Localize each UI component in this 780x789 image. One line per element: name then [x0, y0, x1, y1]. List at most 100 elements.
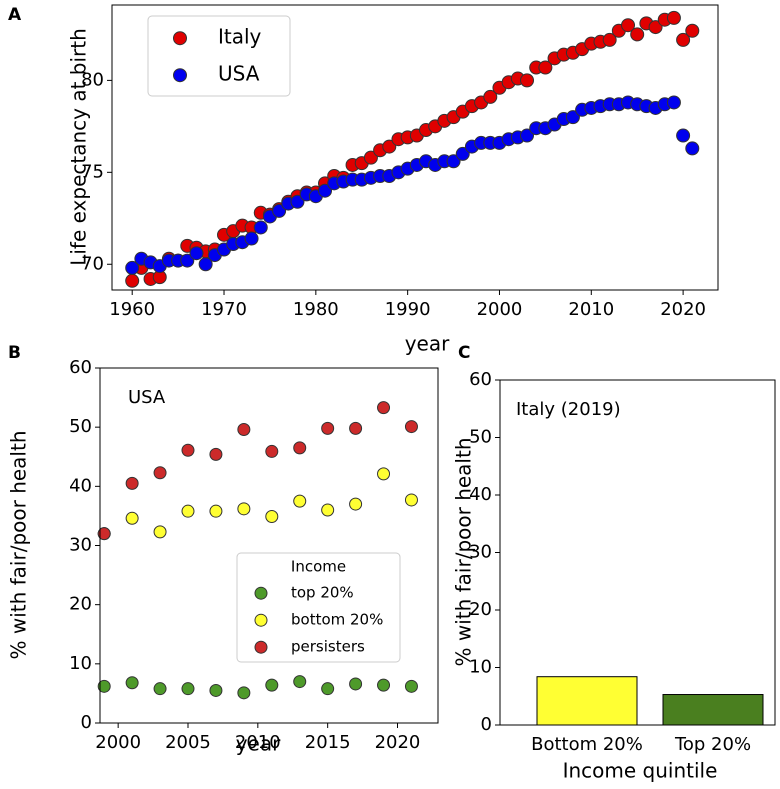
point — [272, 203, 287, 218]
point — [244, 231, 259, 246]
point — [237, 502, 251, 516]
point — [290, 194, 305, 209]
x-tick-label: 2005 — [165, 732, 211, 753]
x-tick-label: 2010 — [235, 732, 281, 753]
point — [153, 466, 167, 480]
legend-marker — [173, 31, 187, 46]
legend-label: Italy — [218, 25, 262, 49]
y-tick-label: 75 — [81, 161, 104, 182]
x-axis-label: year — [405, 332, 450, 356]
x-tick-label: Top 20% — [674, 734, 751, 755]
axes-frame — [499, 379, 776, 726]
y-tick-label: 30 — [469, 542, 492, 563]
y-tick-label: 0 — [81, 712, 92, 733]
y-tick-label: 40 — [69, 475, 92, 496]
y-tick-label: 60 — [69, 357, 92, 378]
point — [377, 401, 391, 415]
point — [125, 476, 139, 490]
panel-label: A — [8, 5, 22, 25]
point — [321, 421, 335, 435]
panel-label: B — [8, 343, 21, 363]
y-tick-label: 0 — [481, 714, 492, 735]
axes-frame — [99, 367, 439, 724]
point — [293, 441, 307, 455]
legend-label: bottom 20% — [291, 611, 383, 629]
y-tick-label: 40 — [469, 484, 492, 505]
y-tick-label: 10 — [469, 657, 492, 678]
point — [265, 678, 279, 692]
x-tick-label: 2015 — [305, 732, 351, 753]
point — [377, 678, 391, 692]
point — [676, 128, 691, 143]
point — [97, 679, 111, 693]
point — [198, 257, 213, 272]
y-axis-label: % with fair/poor health — [7, 430, 31, 659]
panel-label: C — [458, 343, 470, 363]
point — [125, 273, 140, 288]
y-tick-label: 50 — [69, 416, 92, 437]
legend-marker — [173, 68, 187, 83]
point — [293, 494, 307, 508]
bar — [662, 694, 764, 726]
point — [125, 676, 139, 690]
point — [349, 497, 363, 511]
x-tick-label: 1990 — [385, 299, 431, 320]
point — [153, 525, 167, 539]
point — [483, 89, 498, 104]
point — [621, 18, 636, 33]
y-tick-label: 20 — [69, 594, 92, 615]
y-tick-label: 60 — [469, 369, 492, 390]
point — [189, 246, 204, 261]
point — [520, 128, 535, 143]
point — [97, 527, 111, 541]
point — [209, 504, 223, 518]
point — [153, 682, 167, 696]
x-tick-label: 1970 — [201, 299, 247, 320]
y-axis-label: Life expectancy at birth — [67, 28, 91, 266]
legend-marker — [254, 640, 268, 654]
legend-marker — [254, 586, 268, 600]
point — [181, 682, 195, 696]
point — [363, 150, 378, 165]
point — [676, 32, 691, 47]
point — [377, 467, 391, 481]
x-tick-label: 2000 — [95, 732, 141, 753]
x-tick-label: 1960 — [109, 299, 155, 320]
y-tick-label: 20 — [469, 599, 492, 620]
y-tick-label: 10 — [69, 653, 92, 674]
y-tick-label: 30 — [69, 535, 92, 556]
point — [321, 503, 335, 517]
point — [253, 220, 268, 235]
point — [382, 139, 397, 154]
x-axis-label: Income quintile — [563, 759, 718, 783]
point — [237, 686, 251, 700]
point — [685, 141, 700, 156]
axes-frame — [111, 4, 719, 291]
point — [265, 444, 279, 458]
x-tick-label: Bottom 20% — [531, 734, 643, 755]
x-tick-label: 2010 — [568, 299, 614, 320]
point — [209, 447, 223, 461]
point — [180, 253, 195, 268]
point — [648, 20, 663, 35]
legend-label: USA — [218, 62, 260, 86]
point — [318, 183, 333, 198]
y-tick-label: 80 — [81, 69, 104, 90]
point — [404, 420, 418, 434]
legend-label: persisters — [291, 638, 365, 656]
point — [666, 10, 681, 25]
point — [265, 510, 279, 524]
x-axis-label: year — [236, 732, 281, 756]
point — [602, 32, 617, 47]
point — [404, 679, 418, 693]
point — [685, 23, 700, 38]
point — [538, 60, 553, 75]
point — [349, 677, 363, 691]
x-tick-label: 2000 — [477, 299, 523, 320]
point — [630, 27, 645, 42]
bar — [536, 676, 638, 726]
point — [181, 504, 195, 518]
point — [565, 110, 580, 125]
